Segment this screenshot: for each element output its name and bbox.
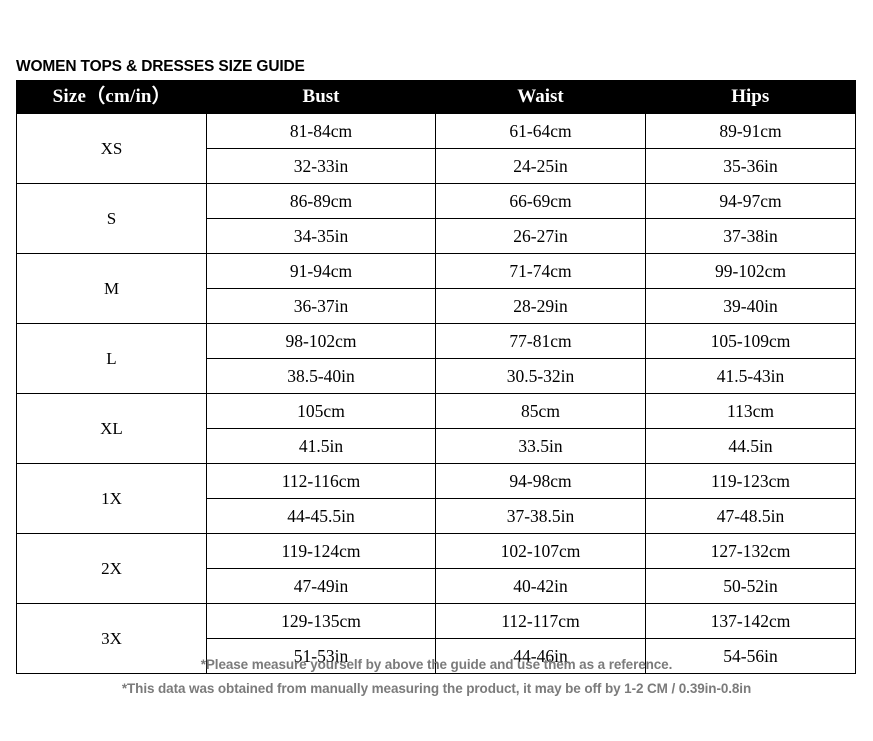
table-row: 3X 129-135cm 112-117cm 137-142cm	[16, 603, 856, 674]
size-label-cell: 3X	[16, 603, 207, 674]
measurement-cell-bust-cm: 105cm	[206, 393, 436, 429]
table-row: 38.5-40in 30.5-32in 41.5-43in	[17, 358, 856, 394]
measurement-cell-waist-in: 24-25in	[435, 148, 646, 184]
table-body: XS 81-84cm 61-64cm 89-91cm 32-33in 24-25in 35-…	[16, 113, 856, 674]
size-label-cell: 2X	[16, 533, 207, 604]
measurement-cell-bust-cm: 119-124cm	[206, 533, 436, 569]
size-label-cell: XL	[16, 393, 207, 464]
size-label-cell: XS	[16, 113, 207, 184]
size-label-cell: L	[16, 323, 207, 394]
table-row: 1X 112-116cm 94-98cm 119-123cm	[16, 463, 856, 534]
measurement-cell-bust-in: 41.5in	[206, 428, 436, 464]
table-row: L 98-102cm 77-81cm 105-109cm	[16, 323, 856, 394]
measurement-cell-hips-cm: 113cm	[645, 393, 856, 429]
measurement-cell-hips-cm: 119-123cm	[645, 463, 856, 499]
measurement-cell-hips-cm: 89-91cm	[645, 113, 856, 149]
measurement-cell-waist-cm: 61-64cm	[435, 113, 646, 149]
measurement-cell-bust-in: 44-45.5in	[206, 498, 436, 534]
measurement-cell-waist-in: 44-46in	[435, 638, 646, 674]
footnote-tolerance: *This data was obtained from manually me…	[121, 681, 752, 696]
table-row: XL 105cm 85cm 113cm	[16, 393, 856, 464]
measurement-cell-hips-cm: 99-102cm	[645, 253, 856, 289]
measurement-cell-bust-in: 34-35in	[206, 218, 436, 254]
table-row: XS 81-84cm 61-64cm 89-91cm	[16, 113, 856, 184]
measurement-cell-waist-in: 37-38.5in	[435, 498, 646, 534]
measurement-cell-bust-cm: 129-135cm	[206, 603, 436, 639]
table-row: 34-35in 26-27in 37-38in	[17, 218, 856, 254]
table-row: 51-53in 44-46in 54-56in	[17, 638, 856, 674]
footnotes: *Please measure yourself by above the gu…	[0, 653, 873, 701]
measurement-cell-waist-cm: 94-98cm	[435, 463, 646, 499]
measurement-cell-waist-cm: 85cm	[435, 393, 646, 429]
measurement-cell-hips-in: 41.5-43in	[645, 358, 856, 394]
measurement-cell-hips-cm: 137-142cm	[645, 603, 856, 639]
measurement-cell-hips-in: 44.5in	[645, 428, 856, 464]
measurement-cell-waist-in: 26-27in	[435, 218, 646, 254]
measurement-cell-bust-cm: 81-84cm	[206, 113, 436, 149]
measurement-cell-bust-in: 51-53in	[206, 638, 436, 674]
size-guide-table: Size（cm/in） Bust Waist Hips XS 81-84cm 61-…	[16, 80, 856, 674]
column-header-size: Size（cm/in）	[16, 80, 207, 114]
table-row: M 91-94cm 71-74cm 99-102cm	[16, 253, 856, 324]
footnote-measure: *Please measure yourself by above the gu…	[200, 657, 673, 672]
page-title: WOMEN TOPS & DRESSES SIZE GUIDE	[16, 58, 305, 75]
measurement-cell-hips-cm: 105-109cm	[645, 323, 856, 359]
measurement-cell-waist-in: 30.5-32in	[435, 358, 646, 394]
measurement-cell-bust-in: 36-37in	[206, 288, 436, 324]
measurement-cell-hips-in: 35-36in	[645, 148, 856, 184]
measurement-cell-waist-cm: 112-117cm	[435, 603, 646, 639]
measurement-cell-waist-in: 33.5in	[435, 428, 646, 464]
table-row: 36-37in 28-29in 39-40in	[17, 288, 856, 324]
measurement-cell-bust-cm: 86-89cm	[206, 183, 436, 219]
column-header-bust: Bust	[206, 80, 436, 114]
measurement-cell-waist-cm: 71-74cm	[435, 253, 646, 289]
measurement-cell-waist-cm: 102-107cm	[435, 533, 646, 569]
measurement-cell-hips-in: 47-48.5in	[645, 498, 856, 534]
column-header-hips: Hips	[645, 80, 856, 114]
table-row: 2X 119-124cm 102-107cm 127-132cm	[16, 533, 856, 604]
table-row: S 86-89cm 66-69cm 94-97cm	[16, 183, 856, 254]
measurement-cell-bust-in: 47-49in	[206, 568, 436, 604]
measurement-cell-hips-in: 54-56in	[645, 638, 856, 674]
measurement-cell-hips-in: 37-38in	[645, 218, 856, 254]
header-row: Size（cm/in） Bust Waist Hips	[16, 80, 856, 114]
measurement-cell-bust-in: 32-33in	[206, 148, 436, 184]
size-table-container: Size（cm/in） Bust Waist Hips XS 81-84cm 61-…	[16, 80, 856, 674]
table-row: 47-49in 40-42in 50-52in	[17, 568, 856, 604]
measurement-cell-bust-cm: 112-116cm	[206, 463, 436, 499]
table-row: 32-33in 24-25in 35-36in	[17, 148, 856, 184]
measurement-cell-hips-in: 39-40in	[645, 288, 856, 324]
measurement-cell-hips-cm: 127-132cm	[645, 533, 856, 569]
measurement-cell-hips-cm: 94-97cm	[645, 183, 856, 219]
measurement-cell-bust-cm: 91-94cm	[206, 253, 436, 289]
table-header: Size（cm/in） Bust Waist Hips	[16, 80, 856, 114]
size-label-cell: 1X	[16, 463, 207, 534]
size-label-cell: M	[16, 253, 207, 324]
measurement-cell-hips-in: 50-52in	[645, 568, 856, 604]
measurement-cell-waist-in: 28-29in	[435, 288, 646, 324]
measurement-cell-waist-cm: 66-69cm	[435, 183, 646, 219]
column-header-waist: Waist	[435, 80, 646, 114]
measurement-cell-bust-in: 38.5-40in	[206, 358, 436, 394]
measurement-cell-bust-cm: 98-102cm	[206, 323, 436, 359]
table-row: 44-45.5in 37-38.5in 47-48.5in	[17, 498, 856, 534]
measurement-cell-waist-cm: 77-81cm	[435, 323, 646, 359]
measurement-cell-waist-in: 40-42in	[435, 568, 646, 604]
size-label-cell: S	[16, 183, 207, 254]
